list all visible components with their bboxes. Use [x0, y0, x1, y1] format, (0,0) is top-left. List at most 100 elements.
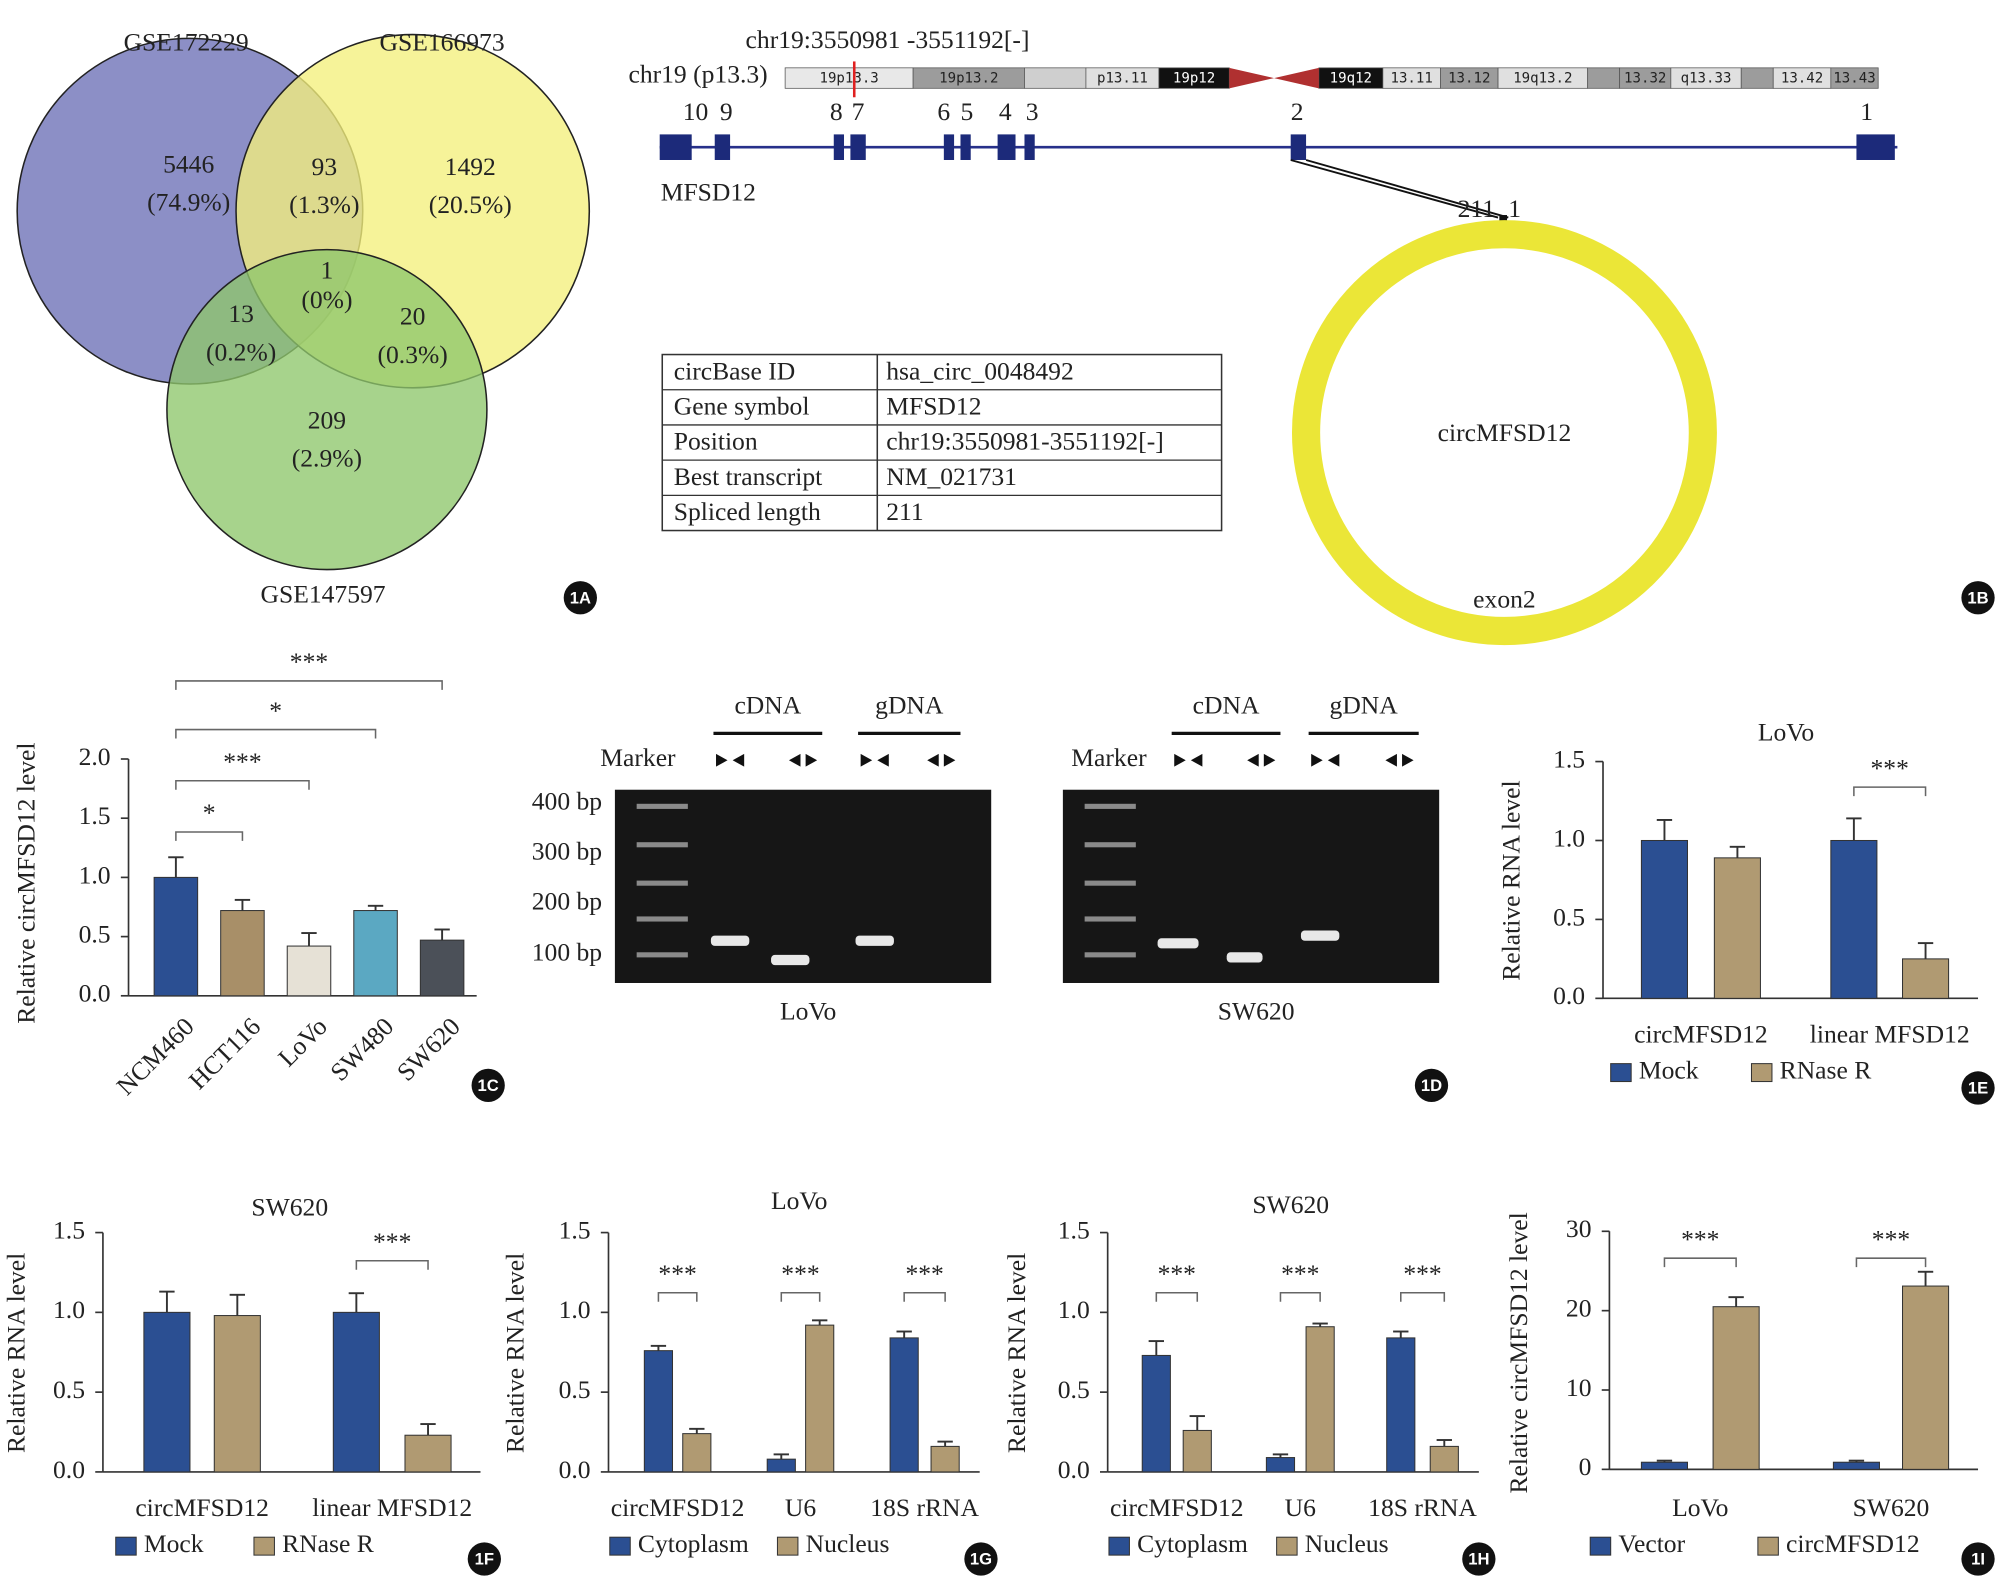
bar: [1713, 857, 1761, 999]
ladder-band: [636, 952, 688, 958]
x-tick-label: circMFSD12: [611, 1493, 745, 1522]
error-bar: [1917, 1270, 1934, 1287]
table-cell: MFSD12: [886, 391, 981, 420]
marker-label: Marker: [1071, 743, 1147, 772]
x-tick-label: linear MFSD12: [312, 1493, 472, 1522]
dna-band: [1300, 930, 1340, 941]
gene-name: MFSD12: [661, 177, 756, 206]
primer-arrows: [788, 753, 818, 767]
y-tick-label: 0.5: [79, 919, 111, 948]
set-name: GSE172229: [124, 28, 249, 57]
bar: [404, 1434, 452, 1473]
significance-label: ***: [1681, 1224, 1719, 1253]
table-cell: hsa_circ_0048492: [886, 356, 1074, 385]
error-bar: [937, 1440, 953, 1447]
bar: [1386, 1337, 1416, 1473]
primer-arrows: [1247, 753, 1276, 767]
region-share: (2.9%): [292, 444, 362, 473]
bar: [153, 876, 199, 997]
table-cell: Best transcript: [674, 462, 822, 491]
legend-swatch: [1610, 1063, 1632, 1083]
exon: [850, 134, 866, 160]
legend-swatch: [776, 1536, 799, 1556]
chrom-band: [1024, 67, 1087, 89]
x-tick-label: LoVo: [272, 1012, 332, 1072]
exon-label: exon2: [1473, 584, 1536, 613]
x-tick-label: SW620: [391, 1012, 466, 1087]
legend-label: Mock: [1639, 1055, 1699, 1084]
panel-label: 1I: [1971, 1550, 1985, 1569]
significance-bracket: [1853, 786, 1927, 797]
chart-title: SW620: [1252, 1190, 1329, 1219]
error-bar: [301, 932, 317, 947]
panel-label: 1H: [1468, 1550, 1489, 1569]
legend-label: Nucleus: [1305, 1529, 1389, 1558]
region-count: 13: [228, 299, 254, 328]
band-label: 19p12: [1173, 71, 1215, 87]
y-axis-label: Relative RNA level: [500, 1253, 529, 1453]
error-bar: [420, 1423, 436, 1436]
y-tick-label: 0.0: [1553, 981, 1585, 1010]
bar: [1902, 1285, 1950, 1470]
legend-label: RNase R: [282, 1529, 375, 1558]
region-count: 209: [308, 405, 346, 434]
panel-badge: [1961, 1542, 1995, 1576]
significance-label: ***: [223, 747, 261, 776]
significance-label: ***: [658, 1259, 696, 1288]
error-bar: [1436, 1439, 1452, 1447]
legend-swatch: [1750, 1063, 1773, 1083]
significance-label: ***: [1158, 1259, 1196, 1288]
chart-title: LoVo: [1758, 718, 1814, 747]
y-tick-label: 1.0: [79, 860, 111, 889]
ladder-band: [636, 880, 688, 886]
legend-label: RNase R: [1780, 1055, 1873, 1084]
group-label: cDNA: [734, 691, 801, 720]
x-tick-label: U6: [1285, 1493, 1316, 1522]
panel-label: 1G: [970, 1550, 992, 1569]
significance-bracket: [175, 680, 443, 690]
set-name: GSE147597: [261, 579, 386, 608]
chrom-band: [1158, 67, 1230, 89]
region-share: (20.5%): [429, 190, 512, 219]
band-label: 13.43: [1833, 71, 1875, 87]
group-label: gDNA: [1330, 691, 1399, 720]
exon-number: 9: [720, 97, 733, 126]
significance-label: ***: [373, 1227, 411, 1256]
bar: [143, 1311, 191, 1473]
ladder-band: [1084, 842, 1136, 848]
size-label: 200 bp: [532, 887, 602, 916]
exon: [1024, 134, 1035, 160]
primer-arrows: [927, 753, 956, 767]
primer-arrows: [860, 753, 889, 767]
ladder-band: [636, 842, 688, 848]
y-tick-label: 0.0: [53, 1455, 85, 1484]
error-bar: [1729, 845, 1746, 858]
bar: [1305, 1326, 1335, 1473]
error-bar: [689, 1427, 705, 1434]
ladder-band: [1084, 803, 1136, 809]
bar: [286, 945, 332, 997]
error-bar: [348, 1292, 365, 1313]
band-label: 19p13.3: [819, 71, 878, 87]
error-bar: [1148, 1340, 1164, 1356]
dna-band: [771, 954, 810, 966]
y-tick-label: 1.5: [559, 1215, 591, 1244]
region-count: 5446: [163, 149, 214, 178]
bar: [643, 1350, 674, 1473]
chart-title: SW620: [251, 1192, 328, 1221]
x-tick-label: 18S rRNA: [870, 1493, 979, 1522]
table-cell: NM_021731: [886, 462, 1017, 491]
dna-band: [855, 935, 894, 946]
y-tick-label: 0: [1579, 1452, 1592, 1481]
group-label: cDNA: [1193, 691, 1260, 720]
circ-end: 211: [1458, 194, 1495, 223]
panel-badge: [471, 1068, 505, 1103]
error-bar: [1312, 1322, 1328, 1327]
error-bar: [1848, 1459, 1865, 1463]
exon-number: 1: [1860, 97, 1873, 126]
primer-arrows: [716, 753, 745, 767]
error-bar: [1272, 1453, 1289, 1458]
ladder-band: [636, 916, 688, 922]
bar: [1640, 839, 1688, 999]
